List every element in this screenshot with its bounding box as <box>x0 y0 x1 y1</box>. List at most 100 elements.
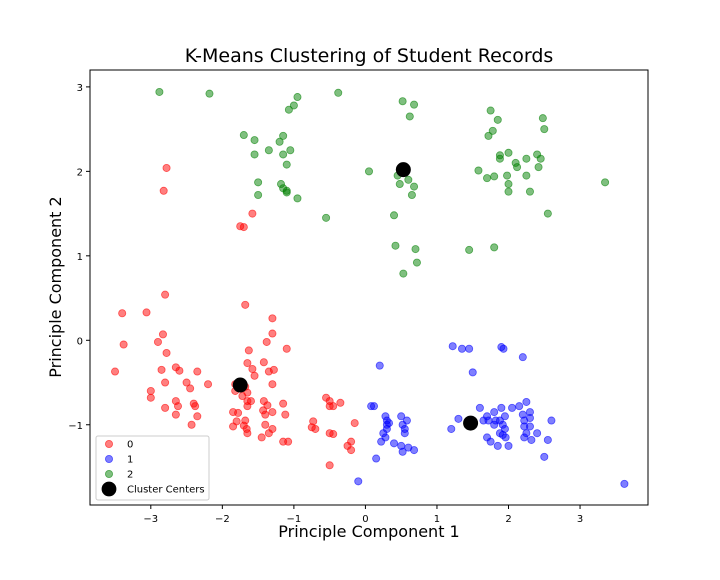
y-axis-label: Principle Component 2 <box>46 196 65 377</box>
data-point <box>486 106 495 115</box>
data-point <box>191 402 200 411</box>
data-point <box>282 344 291 353</box>
data-point <box>329 430 338 439</box>
data-point <box>193 412 202 421</box>
data-point <box>513 163 522 172</box>
data-point <box>322 213 331 222</box>
x-axis-label: Principle Component 1 <box>278 522 459 541</box>
data-point <box>457 344 466 353</box>
data-point <box>407 191 416 200</box>
data-point <box>484 131 493 140</box>
data-point <box>525 422 534 431</box>
x-tick-label: −2 <box>215 514 230 525</box>
data-point <box>540 452 549 461</box>
data-point <box>250 150 259 159</box>
data-point <box>193 367 202 376</box>
data-point <box>534 163 543 172</box>
data-point <box>543 209 552 218</box>
data-point <box>381 433 390 442</box>
legend-marker <box>105 439 114 448</box>
data-point <box>372 454 381 463</box>
x-tick-label: −1 <box>287 514 302 525</box>
x-tick-label: 0 <box>362 514 368 525</box>
data-point <box>495 154 504 163</box>
data-point <box>391 241 400 250</box>
data-point <box>279 399 288 408</box>
legend-label: 1 <box>127 455 133 466</box>
data-point <box>263 401 272 410</box>
data-point <box>243 402 252 411</box>
data-point <box>329 402 338 411</box>
data-point <box>286 146 295 155</box>
data-point <box>325 461 334 470</box>
data-point <box>543 435 552 444</box>
data-point <box>229 422 238 431</box>
data-point <box>490 408 499 417</box>
x-tick-label: 2 <box>505 514 511 525</box>
data-point <box>515 402 524 411</box>
data-point <box>410 100 419 109</box>
data-point <box>248 209 257 218</box>
data-point <box>261 420 270 429</box>
data-point <box>142 308 151 317</box>
data-point <box>536 154 545 163</box>
data-point <box>250 371 259 380</box>
plot-frame <box>89 69 649 506</box>
data-point <box>395 180 404 189</box>
data-point <box>238 392 247 401</box>
data-point <box>282 188 291 197</box>
data-point <box>504 441 513 450</box>
data-point <box>248 365 257 374</box>
data-point <box>454 414 463 423</box>
data-point <box>254 191 263 200</box>
data-point <box>243 429 252 438</box>
data-point <box>364 167 373 176</box>
data-point <box>370 402 379 411</box>
data-point <box>336 398 345 407</box>
data-point <box>161 403 170 412</box>
y-tick-label: 2 <box>77 167 83 178</box>
data-point <box>268 329 277 338</box>
y-tick-label: 0 <box>77 336 83 347</box>
data-point <box>390 211 399 220</box>
data-point <box>205 89 214 98</box>
legend-label: 0 <box>127 440 133 451</box>
x-tick-label: 1 <box>434 514 440 525</box>
data-point <box>182 378 191 387</box>
data-point <box>601 178 610 187</box>
data-point <box>490 172 499 181</box>
data-point <box>268 408 277 417</box>
data-point <box>493 115 502 124</box>
data-point <box>347 446 356 455</box>
data-point <box>400 429 409 438</box>
data-point <box>284 105 293 114</box>
data-point <box>490 243 499 252</box>
data-point <box>468 368 477 377</box>
data-point <box>447 424 456 433</box>
data-point <box>540 125 549 134</box>
data-point <box>503 171 512 180</box>
cluster-center <box>232 377 248 393</box>
data-point <box>501 433 510 442</box>
data-point <box>157 365 166 374</box>
data-point <box>508 403 517 412</box>
data-point <box>244 346 253 355</box>
data-point <box>175 366 184 375</box>
y-tick-label: −1 <box>68 421 83 432</box>
data-point <box>268 314 277 323</box>
data-point <box>354 477 363 486</box>
data-point <box>350 419 359 428</box>
data-point <box>254 178 263 187</box>
data-point <box>234 408 243 417</box>
data-point <box>500 412 509 421</box>
data-point <box>398 447 407 456</box>
data-point <box>186 384 195 393</box>
data-point <box>504 148 513 157</box>
data-point <box>153 337 162 346</box>
data-point <box>488 126 497 135</box>
data-point <box>158 330 167 339</box>
data-point <box>261 410 270 419</box>
data-point <box>448 342 457 351</box>
data-point <box>243 359 252 368</box>
